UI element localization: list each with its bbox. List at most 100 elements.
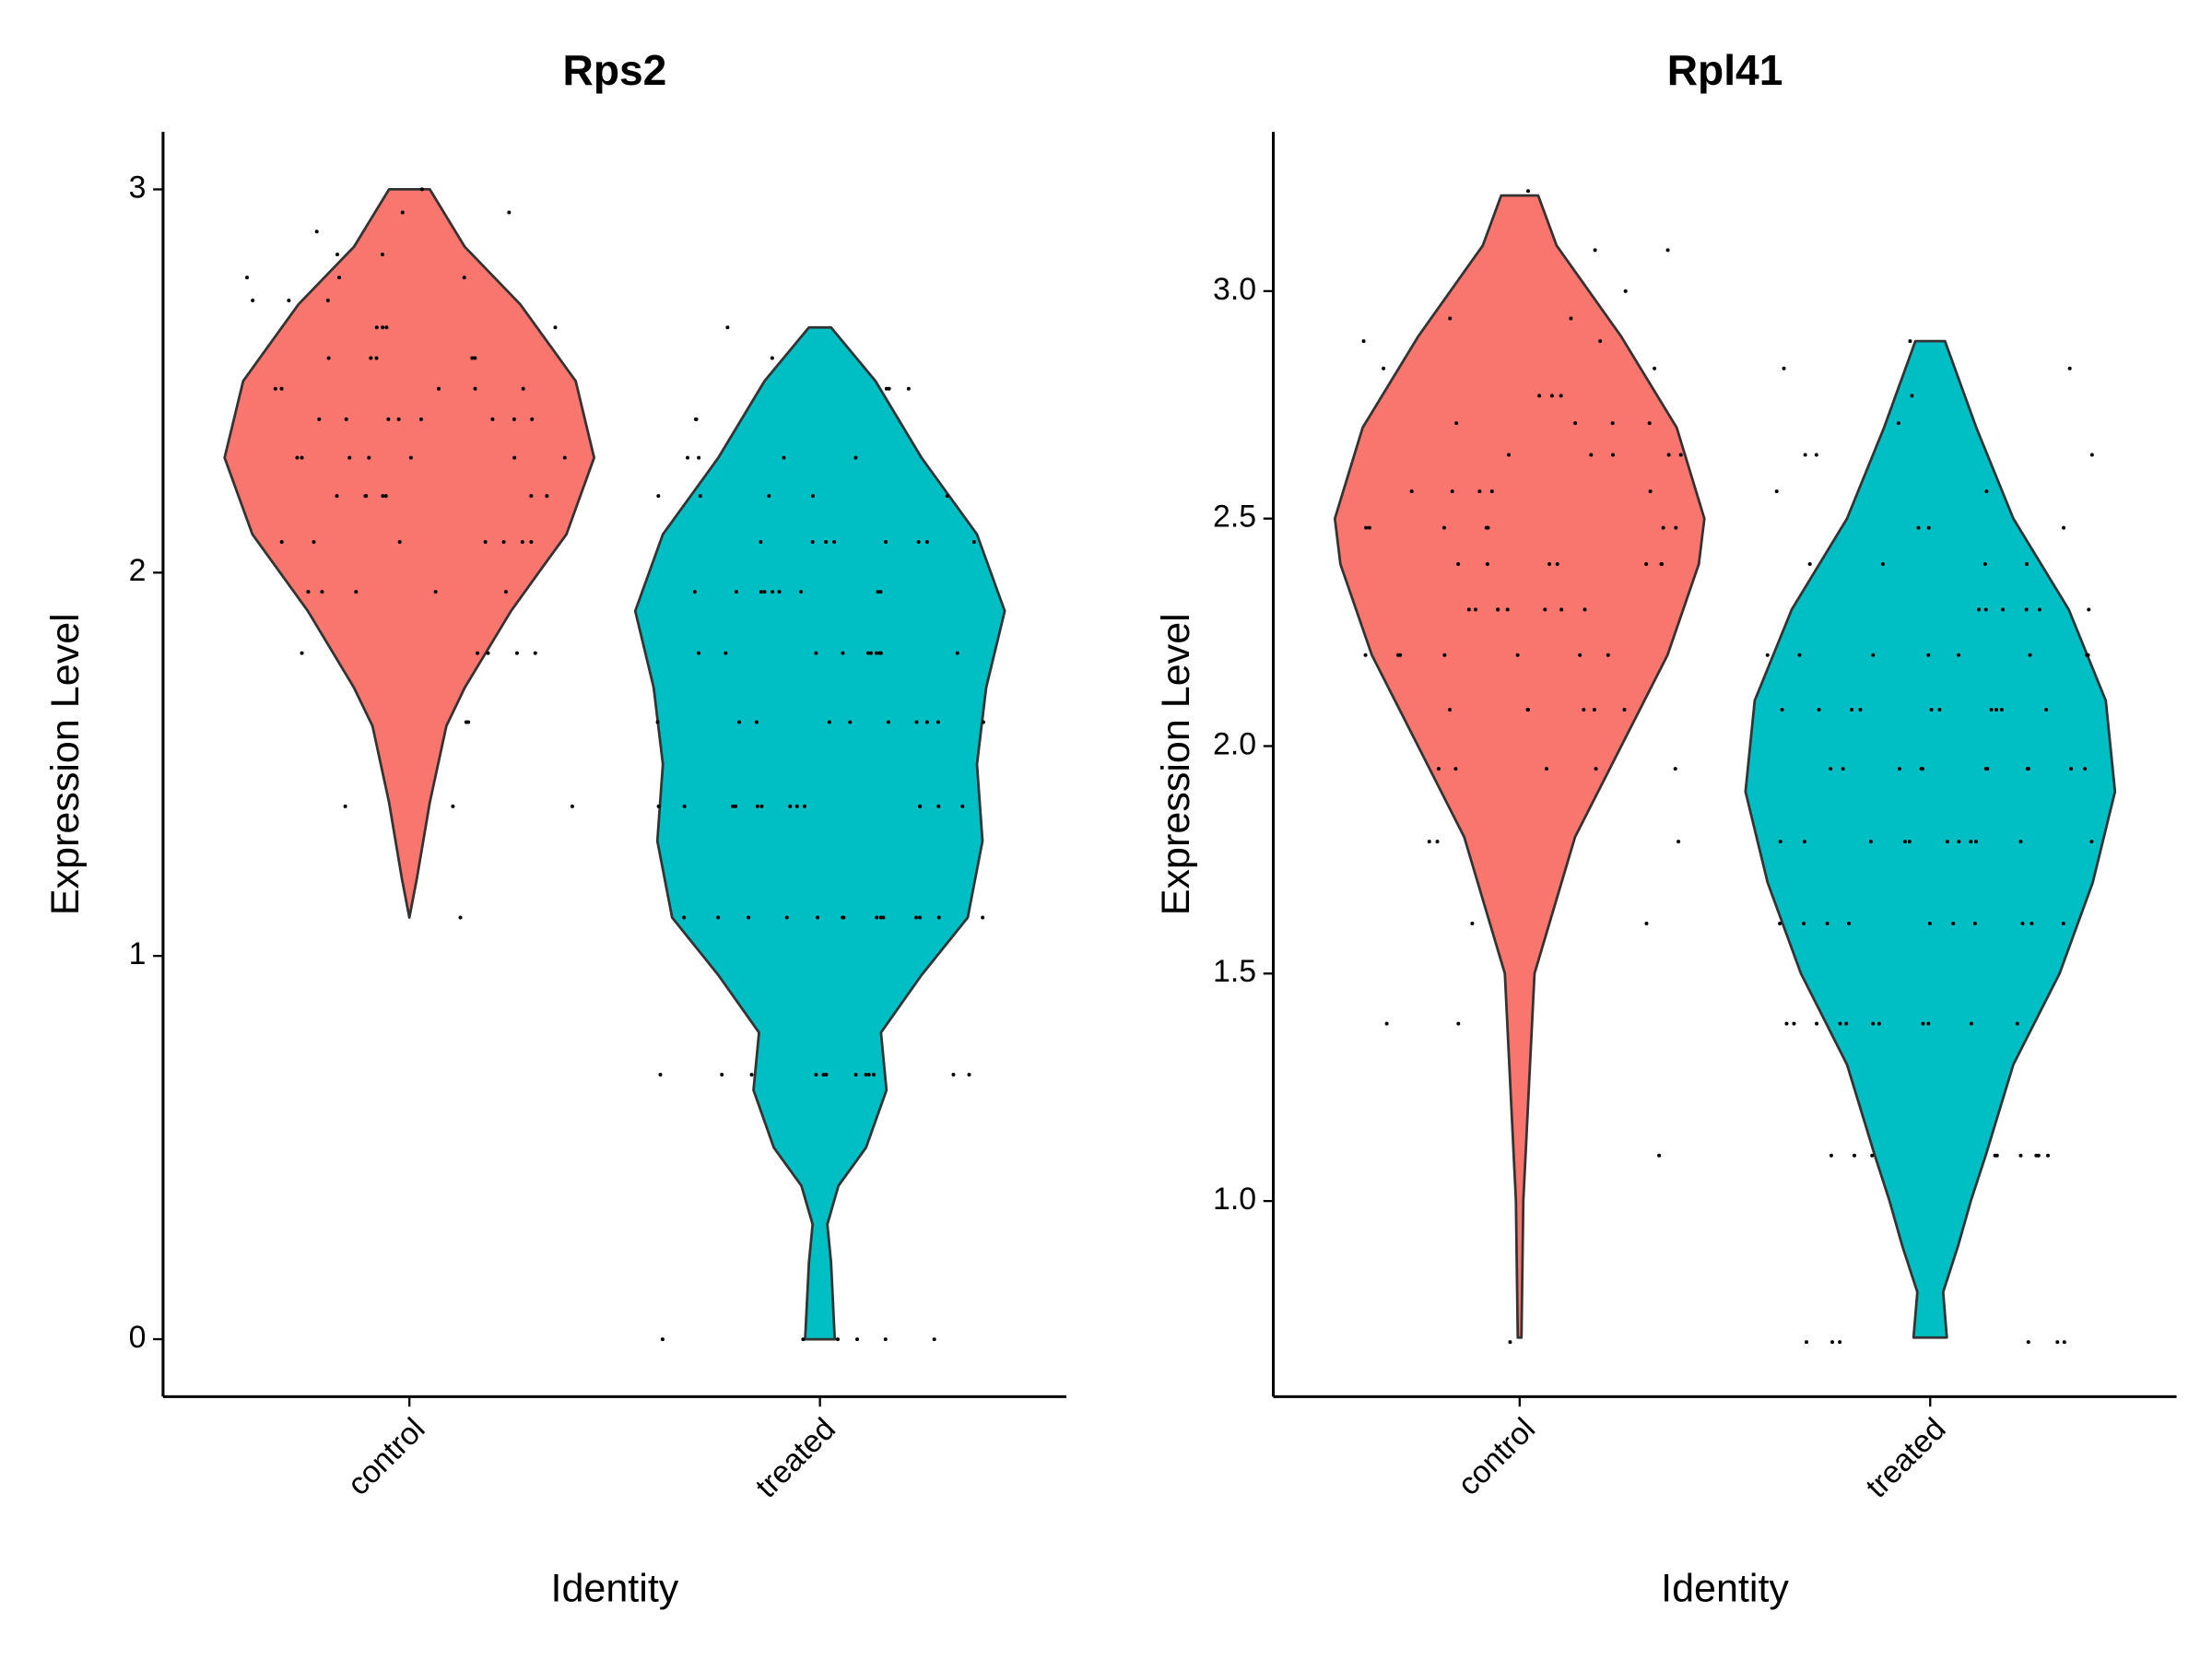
point [1983,607,1988,612]
point [824,1073,829,1077]
point [692,590,697,594]
point [1448,316,1453,321]
point [2067,366,2072,371]
point [881,915,886,920]
y-tick-label: 1.0 [1213,1182,1256,1217]
point [343,804,347,808]
point [473,386,477,391]
point [1817,708,1821,712]
point [1951,922,1956,925]
point [1765,653,1770,657]
y-axis-label: Expression Level [1154,613,1198,915]
point [1871,1021,1876,1026]
violin [1744,339,2117,1339]
point [1448,708,1453,712]
point [1908,339,1912,344]
point [1485,562,1489,566]
point [2026,767,2030,771]
point [2061,922,2065,925]
point [2026,1340,2030,1345]
point [1555,562,1559,566]
point [960,804,965,808]
point [747,915,751,920]
point [335,253,339,257]
point [1489,489,1494,494]
point [981,915,985,920]
point [759,804,764,808]
point [2069,767,2074,771]
point [1829,767,1833,771]
point [1937,708,1942,712]
point [1977,607,1982,612]
point [2025,562,2030,566]
point [1983,562,1987,566]
point [1994,708,1998,712]
point [486,651,490,655]
point [1902,840,1907,844]
point [2044,708,2049,712]
point [2024,607,2029,612]
point [1456,562,1461,566]
point [1442,653,1447,657]
point [914,915,918,920]
point [1868,840,1873,844]
point [1921,1021,1925,1026]
point [381,494,385,499]
point [802,804,806,808]
point [2083,767,2088,771]
point [1844,1021,1849,1026]
point [872,1073,876,1077]
point [1436,767,1441,771]
point [514,651,519,655]
point [827,720,831,724]
y-tick-label: 0 [129,1320,147,1355]
y-tick-label: 2 [129,553,147,588]
point [520,540,524,545]
point [483,540,488,545]
point [458,915,463,920]
point [1674,525,1678,530]
point [419,187,424,192]
point [562,455,567,460]
panel: Rps2 0 1 2 3 control treated Identity Expression… [43,46,1066,1611]
point [1647,421,1652,426]
point [2018,840,2023,844]
point [1384,1021,1389,1026]
y-tick-label: 2.0 [1213,726,1256,761]
point [1984,489,1989,494]
point [306,590,311,594]
point [384,325,389,330]
point [503,590,508,594]
point [694,417,699,421]
point [866,1073,871,1077]
point [1778,840,1783,844]
point [1673,767,1677,771]
point [655,720,660,724]
point [386,417,391,421]
point [1994,1153,1999,1158]
point [2062,1340,2066,1345]
point [734,804,738,808]
point [1648,489,1653,494]
panel: Rpl41 1.0 1.5 2.0 2.5 3.0 control treated Identi… [1154,46,2177,1611]
point [1537,394,1542,398]
point [866,651,870,655]
point [656,494,661,499]
point [810,540,815,545]
point [2046,1153,2050,1158]
point [832,540,837,545]
point [924,720,929,724]
point [381,325,385,330]
point [1496,607,1500,612]
point [799,590,804,594]
point [2020,922,2025,925]
point [1989,708,1994,712]
point [1484,525,1488,530]
point [734,590,738,594]
point [1926,1021,1931,1026]
point [698,494,702,499]
point [553,325,558,330]
point [300,455,304,460]
point [1802,840,1806,844]
violin [223,188,595,919]
